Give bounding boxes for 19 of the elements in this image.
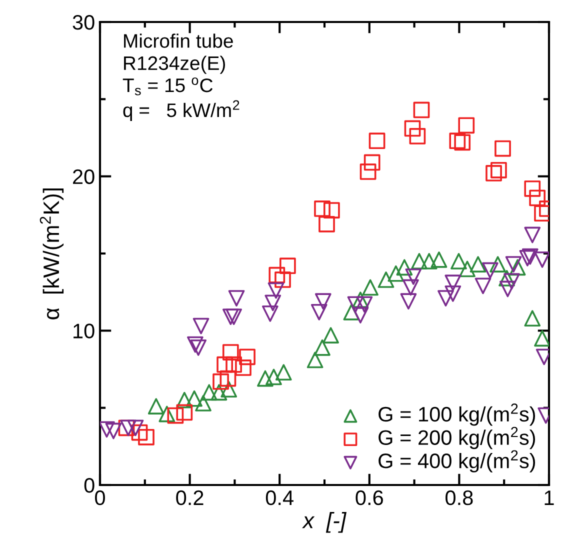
- x-tick-label: 0: [95, 490, 105, 506]
- x-tick-label: 0.2: [176, 490, 204, 506]
- y-tick-label: 0: [84, 478, 94, 493]
- legend-label: G = 400 kg/(m$^{2}$s): [378, 450, 536, 472]
- x-tick-label: 0.6: [356, 490, 383, 506]
- x-tick-label: 0.8: [446, 490, 473, 506]
- x-axis-title: x [-]: [302, 512, 347, 533]
- annotation: T$_{s}$ = 15 $^{o}$C: [122, 78, 213, 96]
- legend-label: G = 200 kg/(m$^{2}$s): [378, 426, 536, 450]
- y-tick-label: 30: [72, 15, 94, 30]
- annotation: R1234ze(E): [124, 56, 225, 74]
- annotation: Microfin tube: [124, 34, 233, 48]
- annotation: q = 5 kW/m$^{2}$: [123, 100, 240, 121]
- legend-label: G = 100 kg/(m$^{2}$s): [378, 404, 536, 426]
- y-tick-label: 10: [74, 324, 94, 338]
- x-tick-label: 1: [544, 490, 554, 505]
- y-axis-title: α [kW/(m$^{2}$K)]: [40, 188, 64, 320]
- x-tick-label: 0.4: [266, 490, 294, 506]
- y-tick-label: 20: [73, 169, 94, 184]
